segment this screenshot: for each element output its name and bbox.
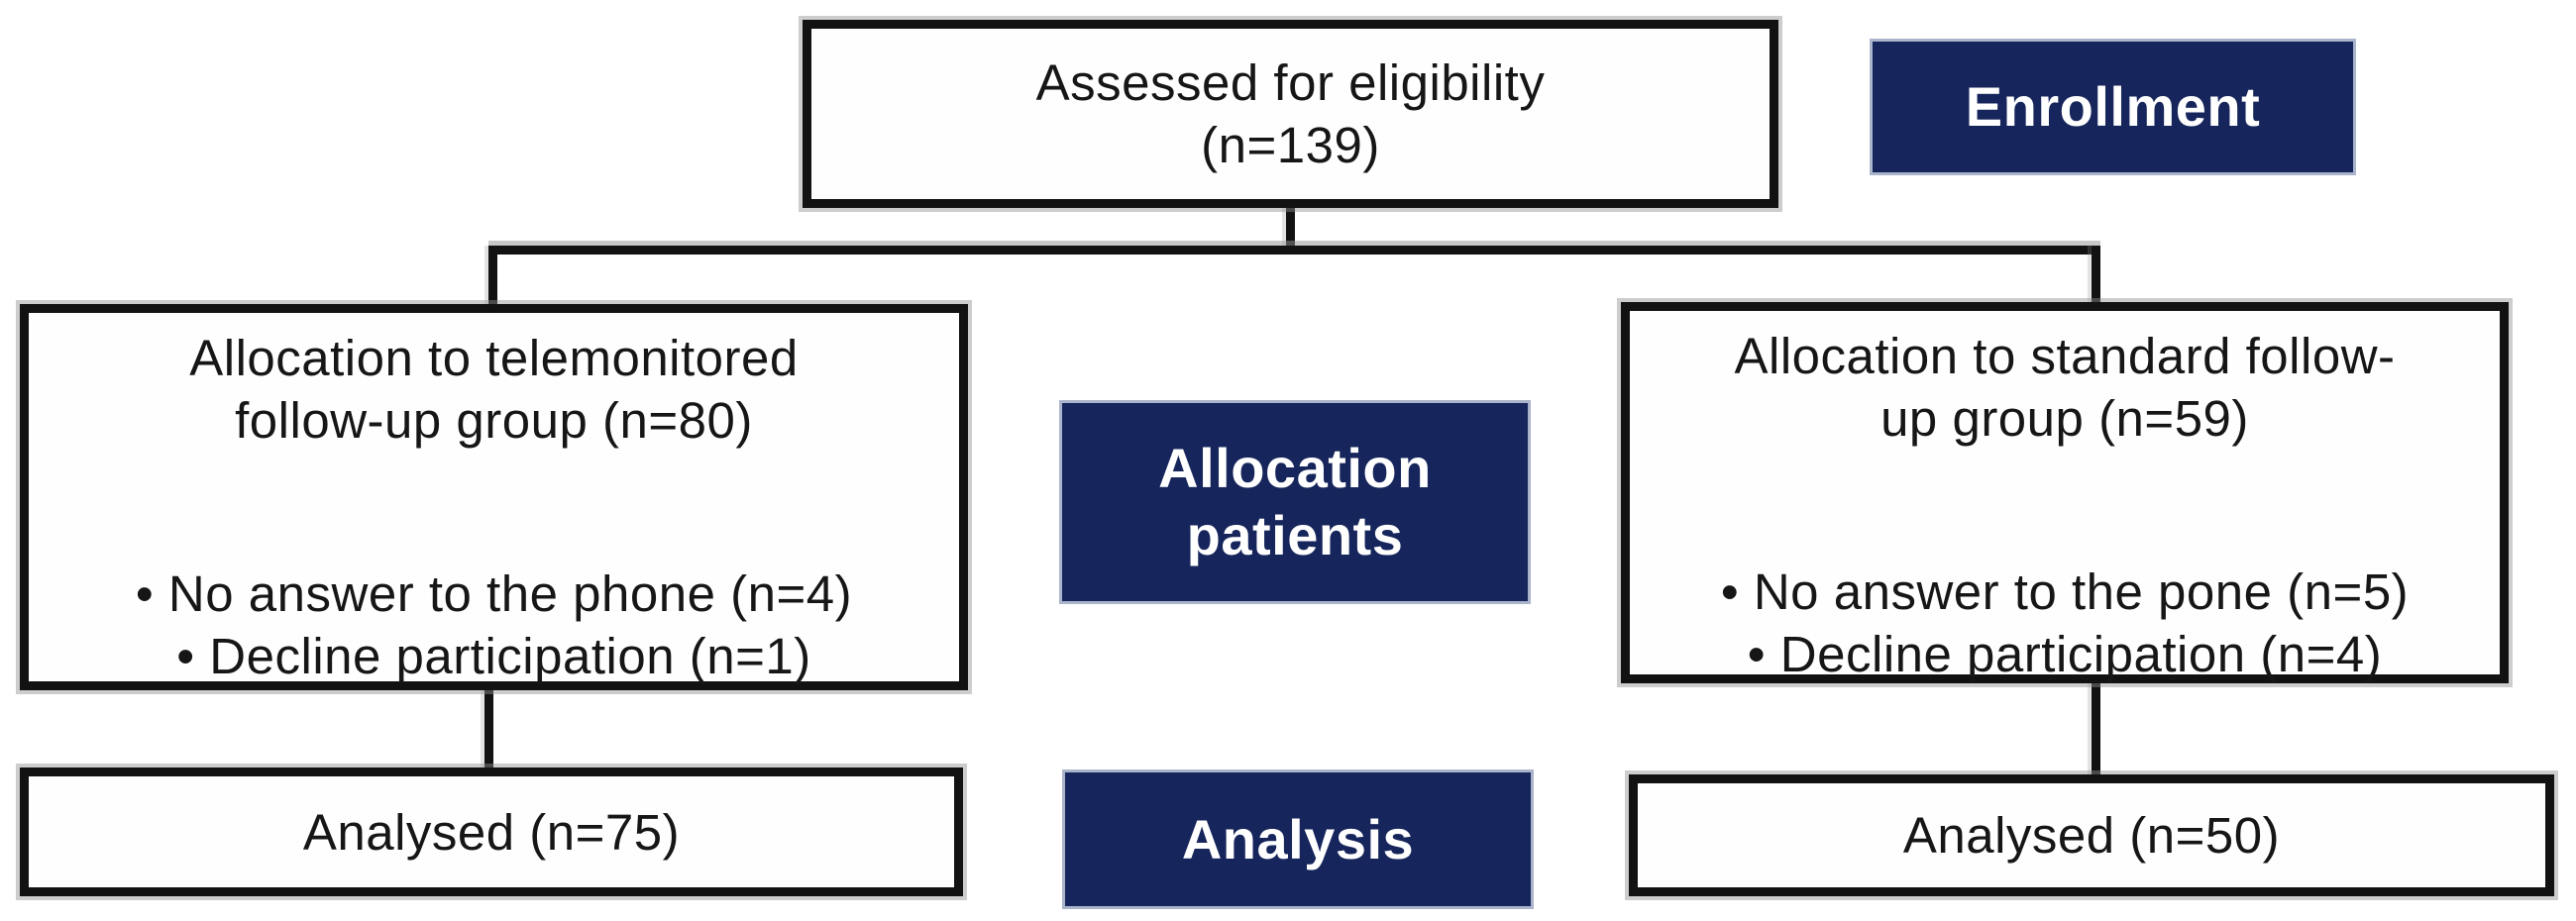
allocation-telemonitored-title-line1: Allocation to telemonitored: [189, 330, 799, 386]
allocation-telemonitored-box: Allocation to telemonitored follow-up gr…: [16, 300, 972, 694]
allocation-stage-text-line1: Allocation: [1158, 437, 1432, 499]
connector-top-stub: [1286, 203, 1295, 251]
analysed-telemonitored-text: Analysed (n=75): [302, 803, 681, 861]
bullet-item: • Decline participation (n=1): [176, 628, 811, 684]
connector-split-bar: [488, 246, 2100, 255]
bullet-item: • Decline participation (n=4): [1747, 626, 2383, 682]
allocation-telemonitored-title: Allocation to telemonitored follow-up gr…: [189, 327, 799, 452]
allocation-stage-text-line2: patients: [1186, 504, 1404, 566]
allocation-standard-title-line2: up group (n=59): [1880, 390, 2249, 447]
bullet-item: • No answer to the phone (n=4): [135, 565, 853, 622]
allocation-stage-label: Allocation patients: [1059, 400, 1531, 604]
bullet-item: • No answer to the pone (n=5): [1720, 563, 2410, 620]
allocation-standard-bullets: • No answer to the pone (n=5) • Decline …: [1721, 561, 2409, 685]
analysed-standard-box: Analysed (n=50): [1625, 770, 2558, 900]
assessed-for-eligibility-box: Assessed for eligibility (n=139): [799, 16, 1782, 212]
allocation-telemonitored-title-line2: follow-up group (n=80): [235, 392, 753, 449]
assessed-count: (n=139): [1201, 117, 1380, 173]
assessed-line1: Assessed for eligibility: [1035, 54, 1546, 111]
analysed-telemonitored-box: Analysed (n=75): [16, 764, 967, 900]
analysis-stage-text: Analysis: [1181, 807, 1415, 870]
allocation-telemonitored-bullets: • No answer to the phone (n=4) • Decline…: [136, 563, 852, 687]
enrollment-stage-text: Enrollment: [1965, 75, 2261, 138]
enrollment-stage-label: Enrollment: [1870, 39, 2356, 175]
allocation-standard-box: Allocation to standard follow- up group …: [1617, 298, 2513, 687]
connector-left-drop: [488, 246, 497, 309]
analysed-standard-text: Analysed (n=50): [1902, 807, 2281, 864]
analysis-stage-label: Analysis: [1062, 769, 1534, 909]
allocation-standard-title: Allocation to standard follow- up group …: [1734, 325, 2395, 450]
connector-right-analysis: [2092, 678, 2100, 779]
connector-right-drop: [2092, 246, 2100, 307]
connector-left-analysis: [484, 685, 493, 772]
allocation-standard-title-line1: Allocation to standard follow-: [1734, 328, 2396, 384]
